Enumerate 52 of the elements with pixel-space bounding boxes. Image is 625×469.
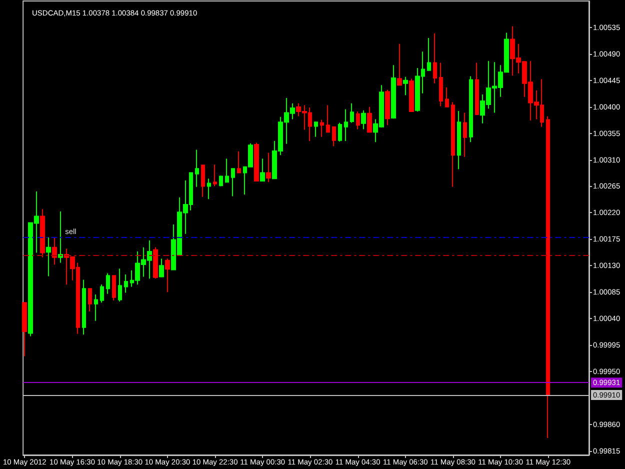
candlestick — [350, 102, 354, 124]
candlestick — [82, 279, 86, 335]
candlestick — [356, 111, 360, 130]
candlestick — [344, 108, 348, 142]
candlestick — [231, 168, 235, 197]
candlestick — [445, 86, 449, 108]
candlestick — [58, 211, 63, 264]
candlestick — [463, 112, 467, 158]
candlestick — [254, 142, 259, 182]
candlestick — [397, 43, 402, 86]
candlestick — [266, 152, 271, 183]
candlestick — [403, 76, 408, 96]
candlestick — [106, 272, 110, 294]
candlestick — [219, 175, 223, 187]
candlestick — [546, 116, 550, 438]
candlestick — [320, 119, 324, 138]
candlestick — [439, 62, 443, 107]
candlestick — [118, 268, 122, 302]
candlestick — [159, 258, 164, 278]
candlestick — [124, 274, 128, 294]
candlestick — [112, 275, 116, 301]
candlestick — [338, 122, 342, 142]
candlestick — [314, 121, 318, 138]
candlestick — [40, 208, 45, 258]
candlestick — [469, 76, 473, 143]
candlestick — [409, 78, 414, 112]
candlestick — [475, 62, 479, 115]
candlestick — [427, 38, 431, 72]
candlestick — [457, 110, 461, 170]
candlestick — [94, 294, 98, 322]
candlestick — [391, 64, 396, 120]
candlestick — [88, 288, 92, 312]
candlestick — [326, 104, 330, 133]
candlestick — [201, 164, 205, 198]
candlestick — [225, 158, 229, 183]
candlestick — [451, 102, 455, 188]
candlestick — [237, 151, 241, 174]
candlestick — [153, 246, 158, 280]
candlestick — [260, 158, 265, 182]
candlestick — [52, 236, 57, 265]
candlestick — [195, 149, 199, 188]
candlestick — [22, 302, 27, 357]
candlestick — [361, 110, 366, 130]
candlestick — [385, 89, 390, 126]
candlestick — [433, 32, 437, 84]
candlestick — [332, 126, 336, 147]
candlestick — [46, 236, 51, 277]
candlestick — [100, 284, 104, 304]
candlestick — [165, 258, 170, 293]
candlestick — [207, 178, 211, 200]
candlestick — [367, 106, 372, 134]
candlestick — [213, 164, 217, 187]
